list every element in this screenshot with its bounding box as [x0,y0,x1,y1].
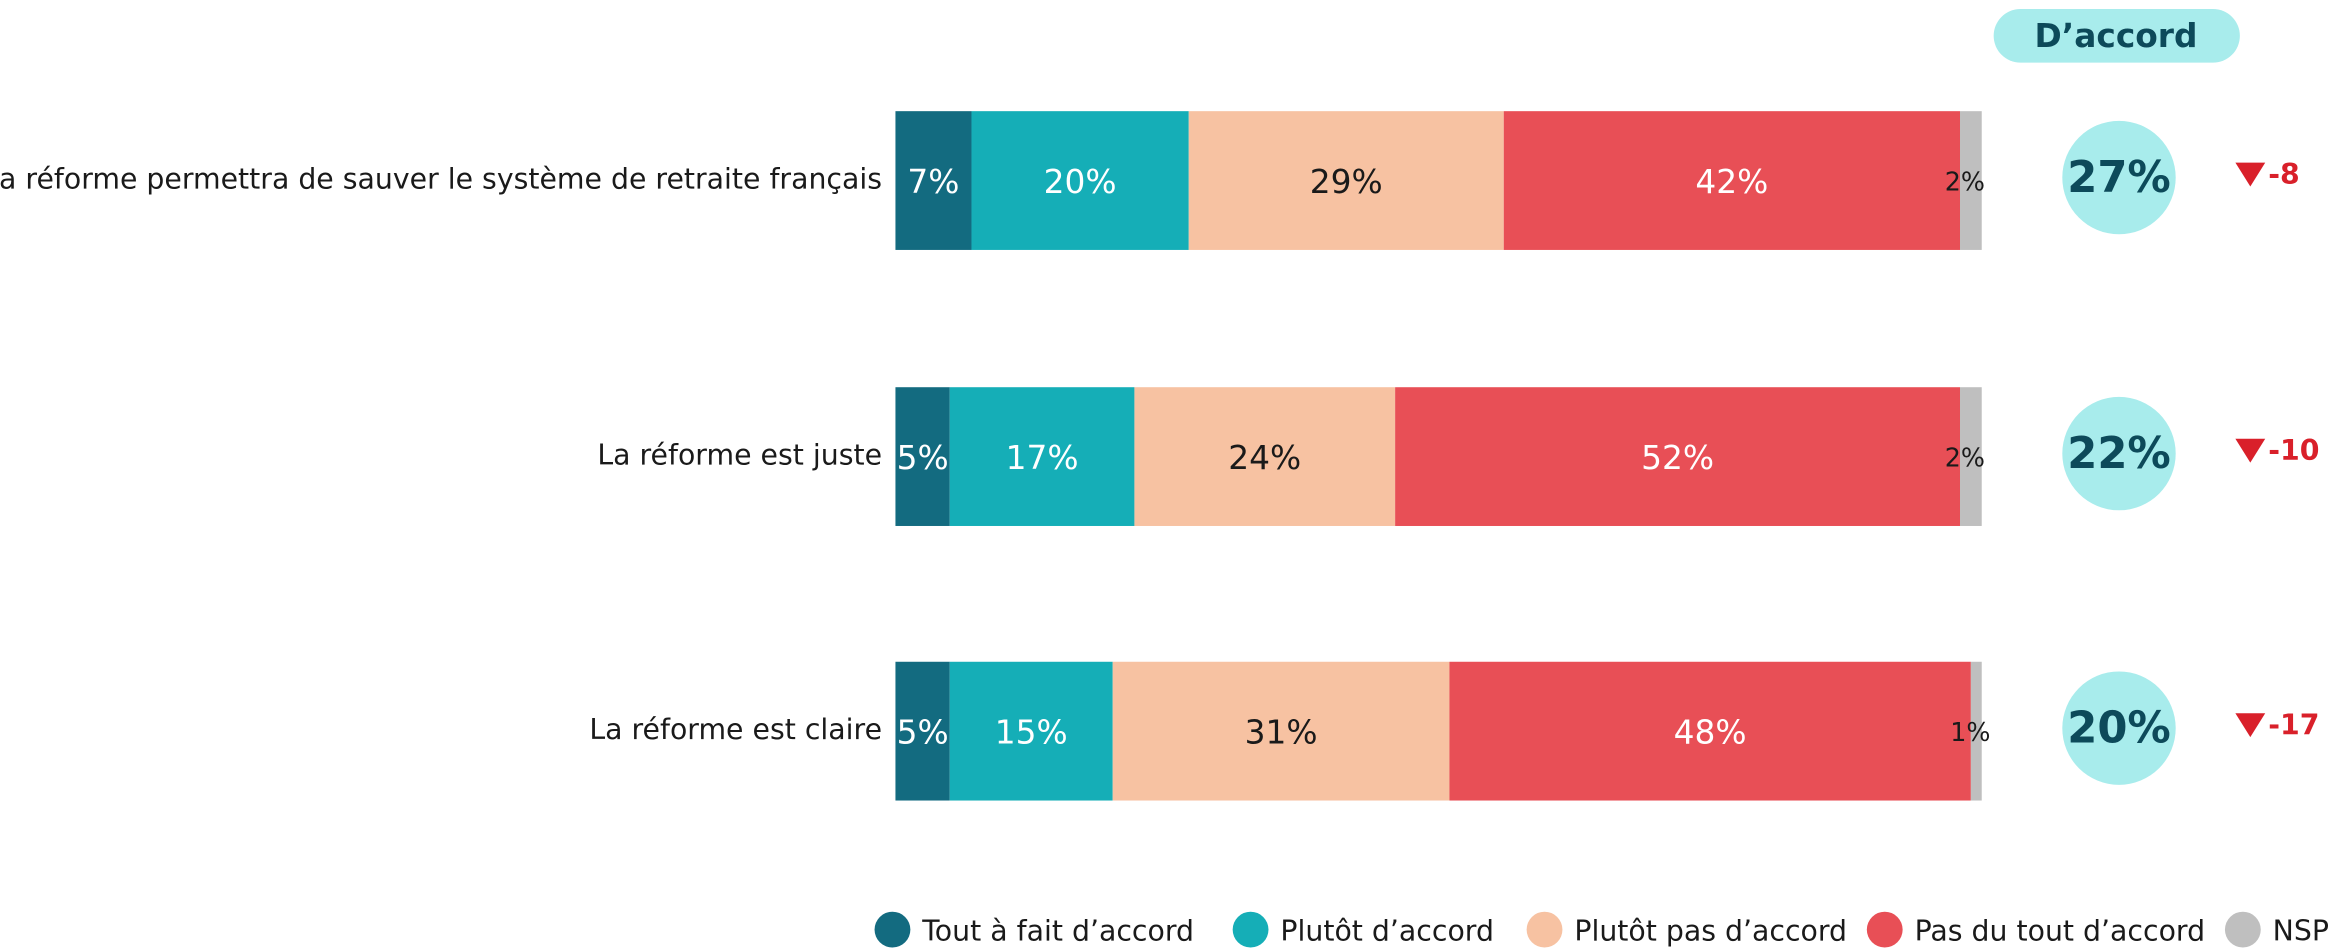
bar-segment [1959,387,1982,526]
value-label: 20% [1044,163,1117,201]
legend-swatch [2224,911,2261,948]
category-label: La réforme permettra de sauver le systèm… [0,163,882,196]
bar-segment [949,387,1135,526]
category-label: La réforme est claire [589,713,882,746]
value-label: 52% [1641,439,1714,477]
agree-value: 22% [2067,429,2171,479]
change-arrow [2235,438,2266,463]
value-label: 17% [1006,439,1079,477]
bar-segment [1188,111,1504,250]
bar-segment [895,111,972,250]
legend-swatch [1232,911,1269,948]
bar-segment [1959,111,1982,250]
category-label: La réforme est juste [597,439,882,472]
agree-value: 27% [2067,153,2171,203]
legend-label: Plutôt pas d’accord [1574,915,1847,948]
legend-swatch [1866,911,1903,948]
value-label: 29% [1310,163,1383,201]
change-value: -10 [2268,434,2319,467]
agree-circle [2062,396,2176,511]
bar-segment [1970,661,1982,801]
value-label: 15% [995,714,1068,752]
legend-label: NSP [2273,915,2329,948]
agree-header: D’accord [2035,17,2198,55]
agree-header-bg [1993,8,2240,63]
change-value: -8 [2268,158,2300,191]
legend-label: Plutôt d’accord [1280,915,1494,948]
bar-segment [1112,661,1450,801]
bar-segment [1503,111,1960,250]
bar-segment [895,661,950,801]
value-label: 24% [1228,439,1301,477]
value-label: 48% [1674,714,1747,752]
legend-swatch [874,911,911,948]
legend-label: Pas du tout d’accord [1915,915,2205,948]
value-label: 5% [897,714,949,752]
legend-swatch [1526,911,1563,948]
change-value: -17 [2268,709,2319,742]
bar-segment [1134,387,1396,526]
agree-circle [2062,671,2176,785]
change-arrow [2235,713,2266,738]
value-label: 31% [1245,714,1318,752]
value-label: 42% [1695,163,1768,201]
value-label: 7% [907,163,959,201]
value-label: 5% [897,439,949,477]
bar-segment [1395,387,1960,526]
bar-segment [971,111,1189,250]
agree-value: 20% [2067,704,2171,754]
bar-segment [1449,661,1971,801]
value-label: 1% [1950,717,1990,747]
value-label: 2% [1945,167,1985,197]
legend-label: Tout à fait d’accord [921,915,1194,948]
agree-circle [2062,120,2176,235]
bar-segment [895,387,950,526]
change-arrow [2235,162,2266,187]
value-label: 2% [1945,443,1985,473]
bar-segment [949,661,1113,801]
